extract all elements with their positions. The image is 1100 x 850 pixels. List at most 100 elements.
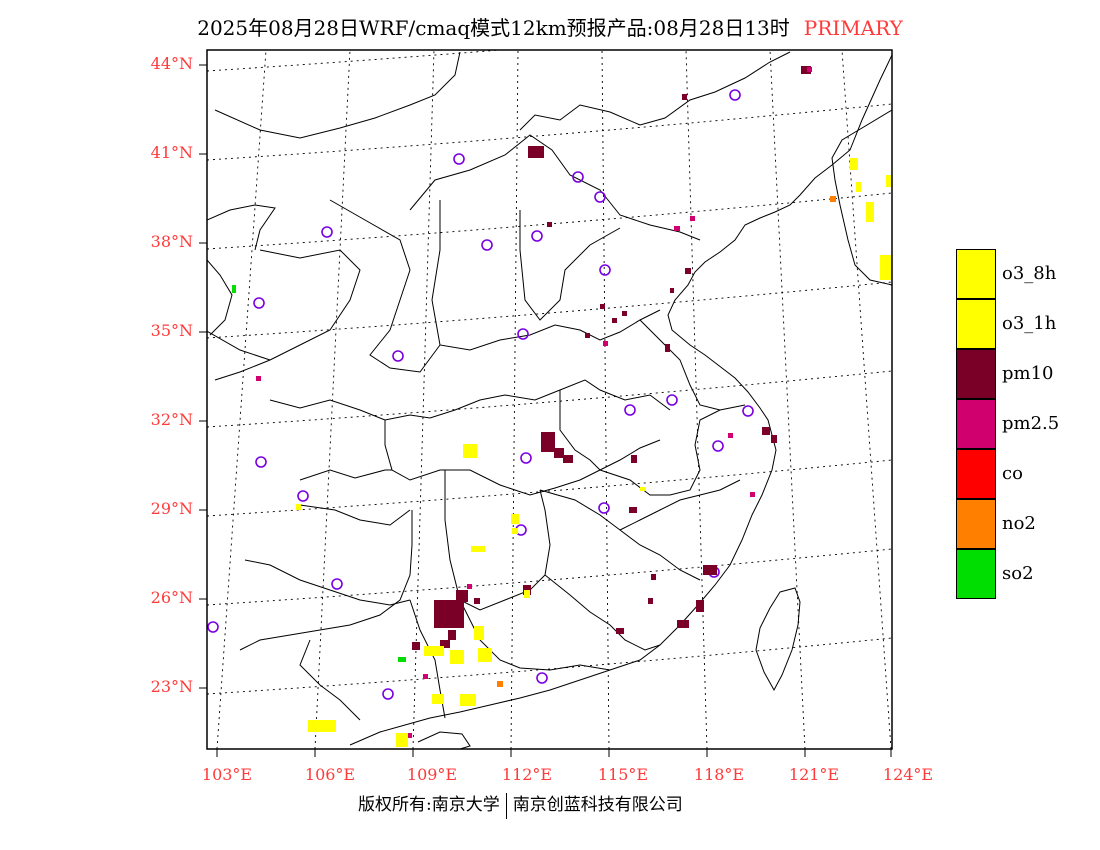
- no2-pixel: [830, 196, 836, 202]
- copyright-left: 版权所有:南京大学: [358, 795, 500, 815]
- lon-label-124: 124°E: [882, 765, 934, 784]
- pm10-pixel: [563, 455, 573, 463]
- o3-pixel: [432, 694, 444, 704]
- footer-divider: [505, 792, 507, 819]
- o3-pixel: [850, 158, 858, 170]
- legend-swatch-o3-8h: [956, 249, 996, 299]
- pm25-pixel: [807, 67, 812, 72]
- o3-pixel: [308, 720, 336, 732]
- pm10-pixel: [448, 630, 456, 640]
- site-marker: [599, 264, 611, 276]
- map-title: 2025年08月28日WRF/cmaq模式12km预报产品:08月28日13时 P…: [0, 12, 1100, 41]
- parallel-line: [207, 192, 892, 250]
- so2-pixel: [398, 657, 406, 662]
- legend-label-o3-8h: o3_8h: [1002, 263, 1057, 284]
- legend-swatch-o3-1h: [956, 299, 996, 349]
- lat-label-29: 29°N: [150, 499, 193, 518]
- site-marker: [729, 89, 741, 101]
- pm25-pixel: [467, 584, 472, 589]
- pm10-pixel: [685, 268, 691, 274]
- pm10-pixel: [440, 640, 450, 648]
- parallel-line: [207, 637, 892, 695]
- o3-pixel: [886, 175, 892, 187]
- pm10-pixel: [456, 590, 468, 602]
- lon-label-121: 121°E: [788, 765, 840, 784]
- pm10-pixel: [703, 565, 717, 575]
- parallel-line: [207, 459, 892, 517]
- title-text: 2025年08月28日WRF/cmaq模式12km预报产品:08月28日13时: [197, 16, 790, 40]
- pm10-pixel: [585, 333, 590, 338]
- site-marker: [517, 328, 529, 340]
- o3-pixel: [474, 626, 484, 640]
- o3-pixel: [396, 733, 408, 747]
- legend-swatch-pm10: [956, 349, 996, 399]
- o3-pixel: [524, 590, 530, 598]
- map-content: [207, 50, 892, 749]
- pm25-pixel: [728, 433, 733, 438]
- lon-label-115: 115°E: [597, 765, 649, 784]
- lat-label-35: 35°N: [150, 321, 193, 340]
- meridian-line: [216, 50, 267, 749]
- o3-pixel: [856, 182, 861, 192]
- o3-pixel: [511, 514, 519, 524]
- pm10-pixel: [622, 311, 627, 316]
- legend-swatch-pm25: [956, 399, 996, 449]
- site-marker: [594, 191, 606, 203]
- site-marker: [392, 350, 404, 362]
- o3-pixel: [460, 694, 476, 706]
- pm10-pixel: [412, 642, 420, 650]
- site-marker: [382, 688, 394, 700]
- lat-label-44: 44°N: [150, 54, 193, 73]
- legend-label-no2: no2: [1002, 513, 1036, 534]
- site-marker: [536, 672, 548, 684]
- pm10-pixel: [474, 598, 480, 604]
- o3-pixel: [471, 546, 485, 552]
- site-marker: [331, 578, 343, 590]
- legend-swatch-no2: [956, 499, 996, 549]
- legend-label-pm10: pm10: [1002, 363, 1054, 384]
- lat-label-41: 41°N: [150, 143, 193, 162]
- parallel-line: [207, 281, 892, 339]
- copyright-footer: 版权所有:南京大学 南京创蓝科技有限公司: [358, 790, 683, 819]
- site-marker: [598, 502, 610, 514]
- pm25-pixel: [674, 226, 680, 231]
- monitoring-sites: [207, 89, 754, 700]
- legend-label-so2: so2: [1002, 563, 1034, 584]
- legend-label-co: co: [1002, 463, 1023, 484]
- lat-label-32: 32°N: [150, 410, 193, 429]
- pm10-pixel: [801, 66, 811, 74]
- so2-pixel: [232, 285, 236, 293]
- pm25-pixel: [750, 492, 755, 497]
- copyright-right: 南京创蓝科技有限公司: [512, 795, 683, 815]
- parallel-line: [207, 548, 892, 606]
- o3-pixel: [478, 648, 492, 662]
- site-marker: [297, 490, 309, 502]
- o3-pixel: [463, 444, 477, 458]
- parallel-line: [207, 103, 892, 161]
- pm25-pixel: [603, 341, 608, 346]
- lon-label-109: 109°E: [406, 765, 458, 784]
- meridian-line: [314, 50, 351, 749]
- pm10-pixel: [612, 318, 617, 323]
- legend-swatch-co: [956, 449, 996, 499]
- site-marker: [255, 456, 267, 468]
- o3-pixel: [640, 487, 646, 491]
- o3-pixel: [866, 202, 874, 222]
- pm10-pixel: [547, 222, 552, 227]
- pm25-pixel: [407, 733, 412, 738]
- coastline-boundaries: [207, 51, 892, 749]
- site-marker: [520, 452, 532, 464]
- map-frame: [206, 49, 893, 750]
- pm10-pixel: [682, 94, 687, 100]
- pm25-pixel: [256, 376, 261, 381]
- pm10-pixel: [616, 628, 624, 634]
- o3-pixel: [512, 528, 518, 534]
- pm10-pixel: [651, 574, 656, 580]
- pm10-pixel: [541, 432, 555, 452]
- pm10-pixel: [528, 146, 544, 158]
- lon-label-112: 112°E: [501, 765, 553, 784]
- legend-swatch-so2: [956, 549, 996, 599]
- lon-label-103: 103°E: [201, 765, 253, 784]
- pm10-pixel: [434, 600, 464, 628]
